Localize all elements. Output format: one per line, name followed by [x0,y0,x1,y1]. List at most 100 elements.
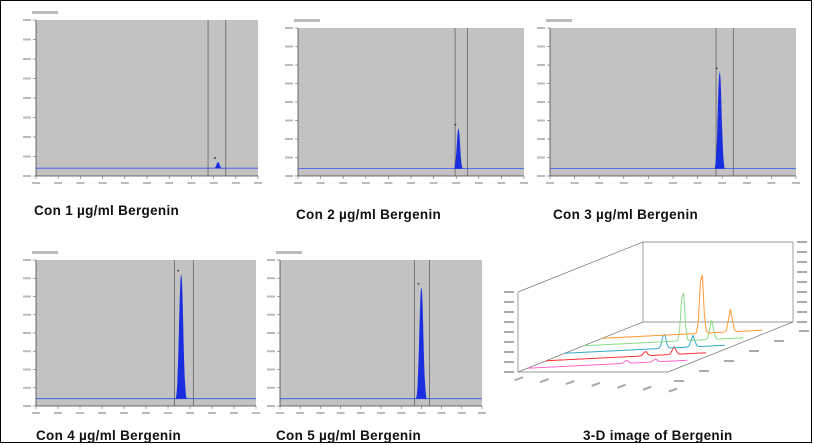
y-tick-label [267,313,275,316]
y-tick-label [23,368,31,371]
y-tick-label [267,386,275,389]
y-tick-label [267,332,275,334]
panel-header-text [294,19,320,22]
chromatogram-panel-3 [532,18,802,190]
x-tick-label [619,182,628,184]
x-tick-label [565,380,575,386]
x-tick-label [208,412,216,414]
x-tick-label [407,182,415,184]
chromatogram-3-caption: Con 3 µg/ml Bergenin [553,207,699,222]
x-tick-label [437,412,446,414]
chromatogram-3d-panel [498,236,810,422]
box-edge [517,321,644,373]
plot-area [36,20,258,176]
y-tick-label [23,97,31,99]
y-tick-label-right [797,241,807,243]
y-tick-label [285,138,293,140]
trace-4 [583,292,744,347]
x-tick-label [276,412,284,414]
y-tick-label [23,386,31,389]
y-tick-label [23,313,31,316]
chromatogram-2-caption: Con 2 µg/ml Bergenin [296,207,442,222]
chromatogram-panel-2 [280,18,530,190]
x-tick-label [252,412,260,414]
peak-label [417,282,420,285]
y-tick-label [504,351,514,353]
y-tick-label [504,371,514,373]
y-tick-label-right [797,311,807,313]
y-tick-label [267,368,275,371]
x-tick-label [397,412,406,414]
x-tick-label [644,182,653,184]
plot-area [550,28,796,176]
panel-header-text [276,251,302,254]
y-tick-label-right [797,271,807,273]
y-tick-label [23,77,31,80]
chromatogram-3 [537,19,800,184]
x-tick-label [546,182,554,184]
x-tick-label [76,412,84,414]
peak [714,72,726,169]
z-tick-label [724,360,734,362]
x-tick-label [384,182,393,184]
y-tick-label [537,64,545,66]
y-tick-label-right [797,281,807,283]
box-edge [517,241,644,293]
chromatogram-4 [23,251,260,414]
y-tick-label [285,27,293,29]
y-tick-label [285,156,293,159]
peak-label [177,269,180,272]
x-tick-label [669,182,677,184]
chromatogram-2 [285,19,528,184]
y-tick-label-right [797,301,807,303]
y-tick-label [23,136,31,138]
z-tick-label [749,350,759,352]
y-tick-label [267,259,275,261]
z-tick-label [774,340,784,342]
y-tick-label [23,19,31,21]
x-tick-label [336,412,345,414]
trace-3 [564,333,725,354]
y-tick-label [23,58,31,60]
y-tick-label [537,45,545,48]
x-tick-label [143,182,151,184]
x-tick-label [54,412,62,414]
x-tick-label [231,182,240,184]
x-tick-label [570,182,579,184]
y-tick-label [267,350,275,353]
plot-area [298,28,524,176]
x-tick-label [452,182,461,184]
x-tick-label [497,182,506,184]
x-tick-label [474,182,483,184]
plot-area [280,260,482,406]
chromatogram-5 [267,251,486,414]
chromatogram-panel-4 [18,250,262,420]
y-tick-label [537,138,545,140]
y-tick-label [23,259,31,261]
plot-area [36,260,256,406]
x-tick-label [361,182,370,184]
x-tick-label [693,182,702,184]
x-tick-label [539,378,550,384]
x-tick-label [294,182,302,184]
peak [415,287,428,399]
y-tick-label [23,405,31,407]
y-tick-label [23,295,31,298]
panel-header-text [32,11,58,14]
chromatogram-1 [23,11,262,184]
y-tick-label-right [797,291,807,293]
y-tick-label [267,277,275,280]
y-tick-label [267,405,275,407]
y-tick-label [23,38,31,41]
peak-label [454,123,457,126]
trace-2 [546,345,707,362]
chromatogram-panel-1 [18,10,264,190]
y-tick-label [267,295,275,298]
y-tick-label [504,331,514,333]
x-tick-label [668,387,678,393]
chromatogram-3d-caption: 3-D image of Bergenin [583,428,733,443]
z-tick-label [699,370,709,372]
y-tick-label [504,291,514,293]
x-tick-label [98,182,107,184]
